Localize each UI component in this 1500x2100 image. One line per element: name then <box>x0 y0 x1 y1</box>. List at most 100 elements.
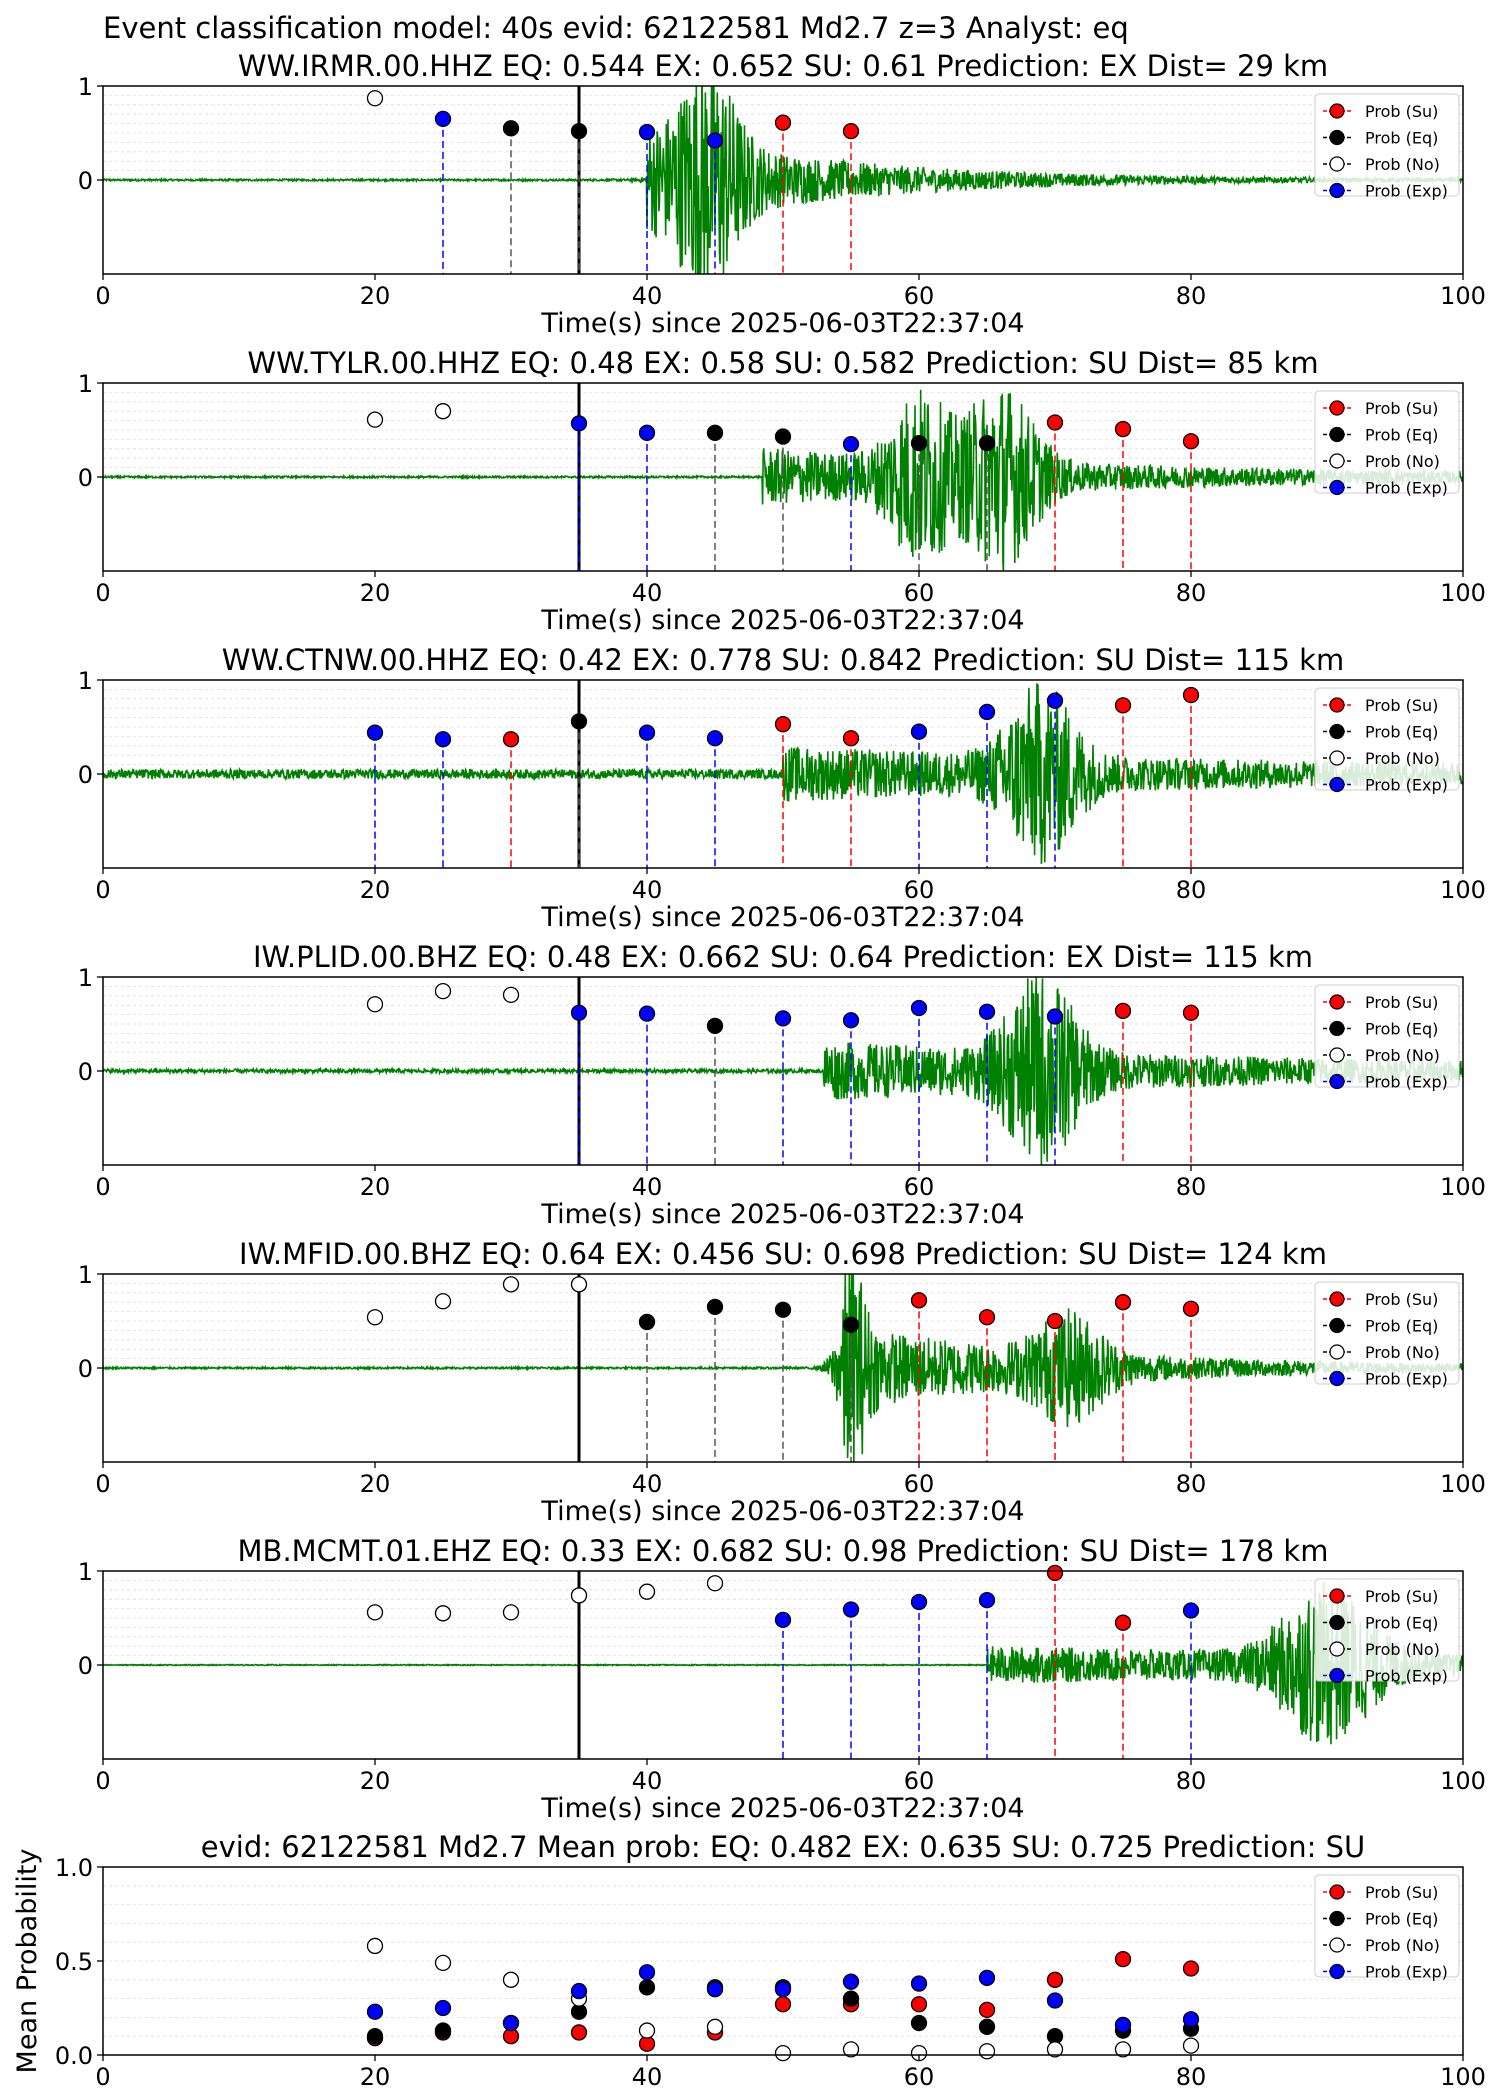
legend-marker-exp <box>1329 182 1345 199</box>
prob-marker-exp <box>774 1010 792 1027</box>
x-tick-label: 0 <box>95 1767 110 1795</box>
prob-marker-eq <box>502 120 520 137</box>
mean-prob-marker-su <box>1182 1960 1200 1977</box>
prob-marker-su <box>910 1292 928 1309</box>
legend-marker-su <box>1329 994 1345 1010</box>
legend-label: Prob (No) <box>1365 155 1440 174</box>
x-axis-label: Time(s) since 2025-06-03T22:37:04 <box>540 605 1024 636</box>
legend-label: Prob (Eq) <box>1365 129 1438 148</box>
legend-marker-eq <box>1329 426 1345 443</box>
legend-label: Prob (Exp) <box>1365 776 1448 795</box>
panel-title: WW.CTNW.00.HHZ EQ: 0.42 EX: 0.778 SU: 0.… <box>222 643 1344 677</box>
legend-marker-su <box>1329 1884 1345 1900</box>
legend-marker-no <box>1329 1047 1345 1063</box>
prob-marker-eq <box>774 428 792 445</box>
legend: Prob (Su) Prob (Eq) Prob (No) Prob (Exp) <box>1314 390 1460 498</box>
prob-marker-su <box>1182 686 1200 704</box>
x-tick-label: 100 <box>1440 1173 1486 1201</box>
prob-marker-exp <box>570 415 588 432</box>
legend-label: Prob (Exp) <box>1365 1370 1448 1389</box>
panel-4: IW.PLID.00.BHZ EQ: 0.48 EX: 0.662 SU: 0.… <box>78 940 1486 1230</box>
prob-marker-exp <box>774 1611 792 1629</box>
x-tick-label: 80 <box>1176 1173 1207 1201</box>
prob-marker-no <box>502 986 520 1004</box>
x-tick-label: 20 <box>360 2063 391 2091</box>
prob-marker-no <box>434 1293 452 1310</box>
prob-marker-exp <box>978 1591 996 1609</box>
y-axis-label: Mean Probability <box>12 1849 43 2074</box>
panel-title: WW.IRMR.00.HHZ EQ: 0.544 EX: 0.652 SU: 0… <box>238 49 1328 83</box>
mean-prob-marker-su <box>910 1996 928 2013</box>
legend-marker-exp <box>1329 479 1345 496</box>
prob-marker-exp <box>638 724 656 741</box>
prob-marker-exp <box>978 1003 996 1020</box>
legend-label: Prob (No) <box>1365 749 1440 768</box>
legend-box <box>1314 984 1460 1088</box>
legend-label: Prob (Su) <box>1365 696 1438 715</box>
mean-prob-marker-no <box>434 1954 452 1972</box>
panel-title: evid: 62122581 Md2.7 Mean prob: EQ: 0.48… <box>201 1830 1365 1864</box>
y-tick-label: 1 <box>78 1558 93 1586</box>
x-tick-label: 60 <box>904 282 935 310</box>
prob-marker-su <box>1046 1312 1064 1330</box>
prob-marker-eq <box>706 1017 724 1035</box>
legend-box <box>1314 390 1460 494</box>
legend-marker-exp <box>1329 1073 1345 1090</box>
x-tick-label: 80 <box>1176 876 1207 904</box>
legend-box <box>1314 1281 1460 1385</box>
mean-prob-marker-exp <box>434 1999 452 2017</box>
prob-marker-no <box>570 1587 588 1604</box>
prob-marker-su <box>978 1309 996 1326</box>
legend-label: Prob (Exp) <box>1365 182 1448 201</box>
prob-marker-exp <box>910 1593 928 1611</box>
prob-marker-su <box>842 122 860 140</box>
y-tick-label: 0 <box>78 761 93 789</box>
panel-2: WW.TYLR.00.HHZ EQ: 0.48 EX: 0.58 SU: 0.5… <box>78 346 1486 636</box>
y-tick-label: 0 <box>78 1058 93 1086</box>
legend-label: Prob (Exp) <box>1365 1667 1448 1686</box>
legend-marker-no <box>1329 1344 1345 1360</box>
legend-marker-su <box>1329 103 1345 119</box>
waveform-trace <box>103 683 1463 864</box>
panel-1: WW.IRMR.00.HHZ EQ: 0.544 EX: 0.652 SU: 0… <box>78 49 1486 339</box>
x-tick-label: 20 <box>360 1767 391 1795</box>
panel-6: MB.MCMT.01.EHZ EQ: 0.33 EX: 0.682 SU: 0.… <box>78 1534 1486 1824</box>
legend-label: Prob (Eq) <box>1365 1910 1438 1929</box>
x-tick-label: 60 <box>904 876 935 904</box>
prob-marker-su <box>1114 420 1132 438</box>
mean-prob-marker-exp <box>366 2003 384 2020</box>
x-tick-label: 0 <box>95 579 110 607</box>
mean-prob-marker-su <box>1046 1971 1064 1988</box>
y-tick-label: 0.5 <box>55 1948 93 1976</box>
prob-marker-su <box>1182 433 1200 450</box>
prob-marker-exp <box>978 703 996 721</box>
mean-prob-marker-exp <box>502 2014 520 2032</box>
mean-prob-marker-su <box>570 2024 588 2041</box>
prob-marker-exp <box>1046 692 1064 709</box>
y-tick-label: 0 <box>78 1355 93 1383</box>
legend-marker-eq <box>1329 1020 1345 1037</box>
x-tick-label: 20 <box>360 282 391 310</box>
legend: Prob (Su) Prob (Eq) Prob (No) Prob (Exp) <box>1314 1578 1460 1686</box>
legend-marker-su <box>1329 697 1345 713</box>
x-tick-label: 40 <box>632 876 663 904</box>
mean-prob-marker-no <box>1114 2041 1132 2058</box>
x-tick-label: 80 <box>1176 579 1207 607</box>
mean-prob-marker-no <box>774 2044 792 2062</box>
prob-marker-eq <box>570 713 588 730</box>
legend-marker-eq <box>1329 1614 1345 1631</box>
prob-marker-eq <box>570 122 588 140</box>
x-axis-label: Time(s) since 2025-06-03T22:37:04 <box>540 902 1024 933</box>
x-tick-label: 100 <box>1440 579 1486 607</box>
prob-marker-no <box>502 1604 520 1621</box>
prob-marker-exp <box>638 1005 656 1022</box>
y-tick-label: 1 <box>78 1261 93 1289</box>
legend-label: Prob (Su) <box>1365 1587 1438 1606</box>
y-tick-label: 0 <box>78 167 93 195</box>
prob-marker-su <box>502 731 520 748</box>
prob-marker-no <box>706 1575 724 1592</box>
legend-box <box>1314 687 1460 791</box>
legend-label: Prob (Su) <box>1365 1290 1438 1309</box>
prob-marker-no <box>638 1583 656 1600</box>
